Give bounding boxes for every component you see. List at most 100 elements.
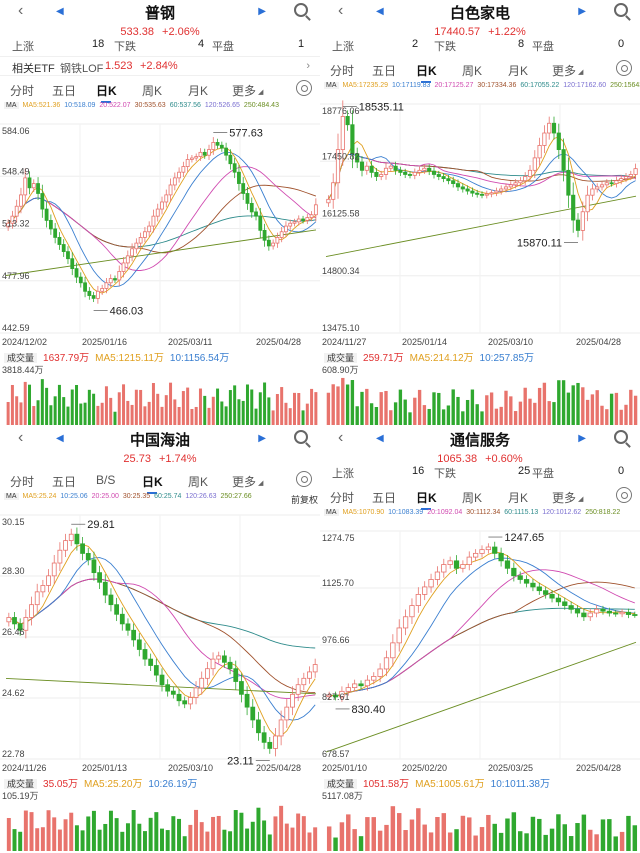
volume-axis-max: 105.19万	[2, 791, 39, 801]
tab-3[interactable]: 周K	[142, 82, 162, 99]
adjust-mode[interactable]: 前复权	[290, 495, 318, 505]
volume-bar	[475, 404, 479, 425]
annotation-low: 23.11	[227, 755, 254, 767]
candlestick-chart[interactable]: 1274.75 1125.70 976.66 827.61 678.57 2025/01/…	[320, 519, 640, 773]
volume-bar	[35, 828, 40, 851]
ma-tag[interactable]: MA	[324, 509, 339, 516]
candle-body	[379, 174, 384, 177]
search-icon[interactable]	[614, 430, 628, 444]
prev-triangle-icon[interactable]: ◀	[56, 6, 64, 17]
volume-bar	[290, 827, 295, 851]
candle-body	[222, 655, 227, 663]
tab-1[interactable]: 五日	[372, 489, 396, 506]
search-icon[interactable]	[294, 430, 308, 444]
market-breadth: 上涨 2 下跌 8 平盘 0	[320, 38, 640, 53]
gear-icon[interactable]	[616, 60, 632, 76]
volume-bar	[216, 815, 221, 851]
tab-3[interactable]: 周K	[462, 489, 482, 506]
gear-icon[interactable]	[296, 471, 312, 487]
volume-tag[interactable]: 成交量	[324, 353, 358, 363]
candle-body	[172, 177, 177, 186]
ma-ma10: 10:518.09	[64, 102, 96, 109]
tab-4[interactable]: 周K	[188, 473, 208, 490]
prev-triangle-icon[interactable]: ◀	[376, 433, 384, 444]
ma-tag[interactable]: MA	[4, 493, 19, 500]
tab-4[interactable]: 月K	[508, 62, 528, 79]
next-triangle-icon[interactable]: ▶	[578, 433, 586, 444]
tab-5[interactable]: 更多 ◢	[232, 82, 263, 99]
x-tick-label: 2025/04/28	[576, 763, 621, 773]
candle-body	[228, 154, 233, 165]
tab-0[interactable]: 分时	[10, 82, 34, 99]
volume-chart[interactable]: 5117.08万	[320, 789, 640, 851]
ma-ma250: 250:27.66	[220, 493, 252, 500]
volume-bar	[216, 388, 220, 425]
volume-chart[interactable]: 608.90万	[320, 363, 640, 425]
tab-label: 五日	[52, 475, 77, 489]
volume-tag[interactable]: 成交量	[324, 779, 358, 789]
related-etf-row[interactable]: 相关ETF 钢铁LOF 1.523 +2.84% ›	[0, 56, 320, 76]
gear-icon[interactable]	[296, 80, 312, 96]
tab-0[interactable]: 分时	[330, 489, 354, 506]
tab-0[interactable]: 分时	[330, 62, 354, 79]
candle-body	[484, 193, 489, 196]
tab-5[interactable]: 更多 ◢	[232, 473, 263, 490]
tab-2[interactable]: 日K	[96, 82, 117, 103]
candle-body	[170, 690, 176, 695]
search-icon[interactable]	[294, 3, 308, 17]
volume-bar	[619, 409, 623, 425]
candle-body	[278, 719, 284, 737]
volume-axis-max: 3818.44万	[2, 365, 44, 375]
ma-tag[interactable]: MA	[4, 102, 19, 109]
volume-bar	[374, 407, 379, 425]
tab-0[interactable]: 分时	[10, 473, 34, 490]
etf-change: +2.84%	[140, 60, 178, 72]
candle-body	[427, 167, 432, 172]
volume-chart[interactable]: 105.19万	[0, 789, 320, 851]
prev-triangle-icon[interactable]: ◀	[376, 6, 384, 17]
next-triangle-icon[interactable]: ▶	[258, 433, 266, 444]
back-chevron-icon[interactable]: ‹	[338, 2, 344, 19]
tab-1[interactable]: 五日	[52, 473, 76, 490]
tab-2[interactable]: 日K	[416, 489, 437, 510]
tab-5[interactable]: 更多 ◢	[552, 62, 583, 79]
candle-body	[34, 591, 40, 606]
tab-1[interactable]: 五日	[372, 62, 396, 79]
prev-triangle-icon[interactable]: ◀	[56, 433, 64, 444]
search-icon[interactable]	[614, 3, 628, 17]
candle-body	[305, 217, 310, 221]
volume-bar	[18, 831, 23, 851]
tab-4[interactable]: 月K	[508, 489, 528, 506]
y-tick-label: 976.66	[322, 635, 350, 645]
candle-body	[275, 237, 280, 244]
candle-body	[121, 262, 126, 272]
volume-chart[interactable]: 3818.44万	[0, 363, 320, 425]
next-triangle-icon[interactable]: ▶	[578, 6, 586, 17]
volume-tag[interactable]: 成交量	[4, 779, 38, 789]
candle-body	[556, 132, 561, 150]
gear-icon[interactable]	[616, 487, 632, 503]
back-chevron-icon[interactable]: ‹	[18, 429, 24, 446]
tab-4[interactable]: 月K	[188, 82, 208, 99]
candle-body	[224, 147, 229, 156]
volume-bar	[279, 805, 284, 851]
volume-tag[interactable]: 成交量	[4, 353, 38, 363]
candlestick-chart[interactable]: 584.06 548.49 513.32 477.96 442.59 2024/12/02…	[0, 112, 320, 347]
volume-bar	[169, 382, 173, 425]
back-chevron-icon[interactable]: ‹	[338, 429, 344, 446]
tab-1[interactable]: 五日	[52, 82, 76, 99]
next-triangle-icon[interactable]: ▶	[258, 6, 266, 17]
back-chevron-icon[interactable]: ‹	[18, 2, 24, 19]
candle-body	[625, 611, 632, 615]
tab-3[interactable]: 日K	[142, 473, 163, 494]
candlestick-chart[interactable]: 18776.06 17450.82 16125.58 14800.34 13475.10…	[320, 92, 640, 347]
ma-tag[interactable]: MA	[324, 82, 339, 89]
candle-body	[623, 176, 629, 180]
tab-5[interactable]: 更多 ◢	[552, 489, 583, 506]
tab-2[interactable]: 日K	[416, 62, 437, 83]
tab-3[interactable]: 周K	[462, 62, 482, 79]
candlestick-chart[interactable]: 30.15 28.30 26.46 24.62 22.78 2024/11/26 2025/…	[0, 503, 320, 773]
candle-body	[159, 674, 165, 686]
tab-2[interactable]: B/S	[96, 473, 115, 487]
candle-body	[301, 677, 307, 686]
